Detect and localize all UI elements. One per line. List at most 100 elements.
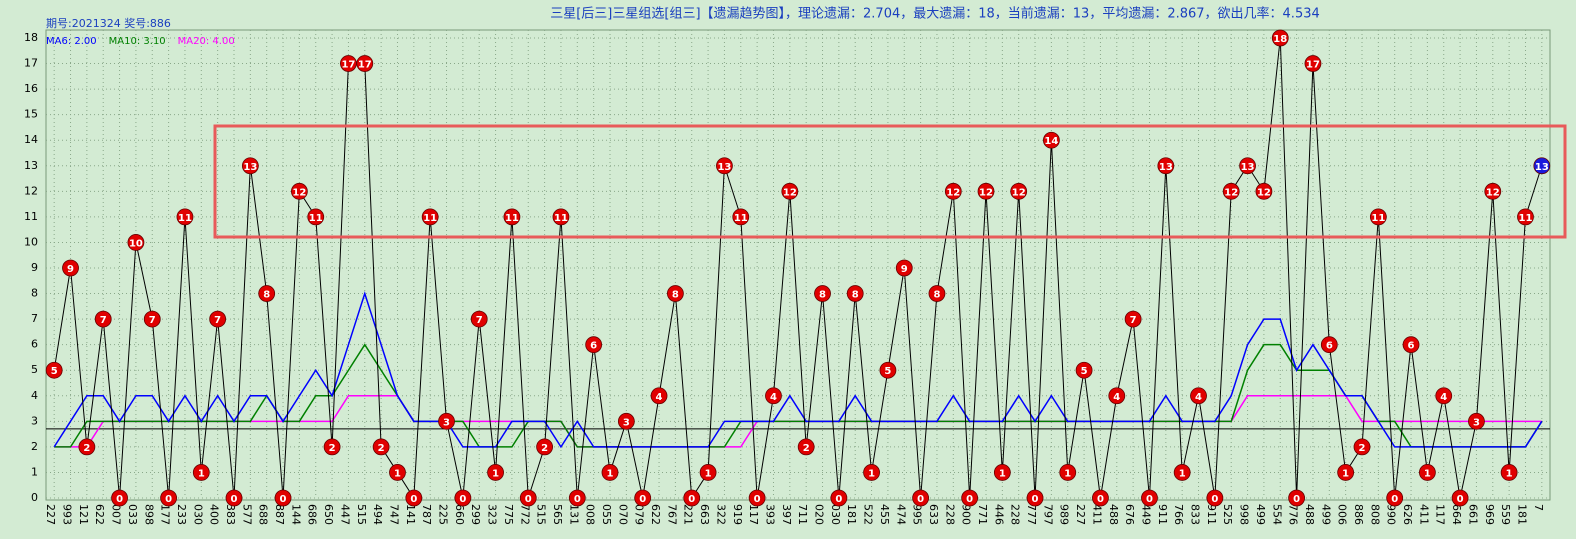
x-tick-label: 777 xyxy=(1025,504,1038,525)
marker xyxy=(1239,157,1256,175)
data-label: 0 xyxy=(1457,494,1464,505)
marker xyxy=(1173,464,1191,481)
marker xyxy=(863,464,880,481)
x-tick-label: 233 xyxy=(175,504,188,525)
data-label: 1 xyxy=(999,468,1006,479)
y-tick-label: 14 xyxy=(24,133,38,146)
marker xyxy=(666,285,684,302)
x-tick-label: 488 xyxy=(1107,504,1120,525)
data-label: 0 xyxy=(1293,494,1300,505)
marker xyxy=(470,310,488,328)
x-tick-label: 554 xyxy=(1270,504,1283,525)
x-tick-label: 515 xyxy=(355,504,368,525)
x-tick-label: 525 xyxy=(1221,504,1234,525)
data-label: 11 xyxy=(1519,213,1533,224)
marker xyxy=(781,182,799,200)
x-tick-label: 227 xyxy=(1074,504,1087,525)
x-tick-label: 474 xyxy=(894,504,907,525)
x-tick-label: 711 xyxy=(796,504,809,525)
data-label: 6 xyxy=(1408,341,1415,352)
x-tick-label: 494 xyxy=(371,504,384,525)
x-tick-label: 299 xyxy=(469,504,482,525)
data-label: 1 xyxy=(394,468,401,479)
marker xyxy=(1010,182,1028,200)
data-label: 9 xyxy=(67,264,74,275)
data-label: 5 xyxy=(51,366,58,377)
marker xyxy=(62,259,79,277)
marker xyxy=(846,285,864,302)
data-label: 0 xyxy=(639,494,646,505)
marker xyxy=(1026,489,1044,507)
data-label: 4 xyxy=(1113,392,1120,403)
marker xyxy=(617,412,635,430)
marker xyxy=(372,438,390,456)
data-label: 11 xyxy=(734,213,748,224)
x-tick-label: 117 xyxy=(747,504,760,525)
marker xyxy=(1304,55,1322,72)
marker xyxy=(1124,310,1142,328)
data-label: 17 xyxy=(341,60,355,71)
x-tick-label: 449 xyxy=(1139,504,1152,525)
data-label: 2 xyxy=(378,443,385,454)
data-label: 0 xyxy=(1032,494,1039,505)
marker xyxy=(1369,208,1387,226)
data-label: 1 xyxy=(1179,468,1186,479)
marker xyxy=(765,387,782,405)
data-label: 1 xyxy=(492,468,499,479)
data-label: 13 xyxy=(717,162,731,173)
x-tick-label: 775 xyxy=(502,504,515,525)
data-label: 4 xyxy=(656,392,663,403)
x-tick-label: 228 xyxy=(943,504,956,525)
x-tick-label: 227 xyxy=(44,504,57,525)
plot-frame xyxy=(45,29,1551,501)
x-tick-label: 383 xyxy=(224,504,237,525)
x-tick-label: 007 xyxy=(110,504,123,525)
marker xyxy=(536,438,554,456)
data-label: 0 xyxy=(835,494,842,505)
x-tick-label: 446 xyxy=(992,504,1005,525)
x-tick-label: 515 xyxy=(535,504,548,525)
x-tick-label: 411 xyxy=(1090,504,1103,525)
y-tick-label: 1 xyxy=(31,465,38,478)
data-label: 7 xyxy=(100,315,107,326)
data-label: 10 xyxy=(129,238,143,249)
marker xyxy=(127,234,145,251)
marker xyxy=(111,489,128,507)
x-tick-label: 006 xyxy=(1336,504,1349,525)
marker xyxy=(487,464,504,481)
x-tick-label: 766 xyxy=(1172,504,1185,525)
data-label: 0 xyxy=(525,494,532,505)
x-tick-label: 565 xyxy=(551,504,564,525)
x-tick-label: 633 xyxy=(927,504,940,525)
data-label: 7 xyxy=(149,315,156,326)
y-tick-label: 5 xyxy=(31,363,38,376)
marker xyxy=(1157,157,1175,175)
y-tick-label: 6 xyxy=(31,338,38,351)
x-tick-label: 622 xyxy=(93,504,106,525)
marker xyxy=(830,489,848,507)
data-label: 17 xyxy=(1306,60,1320,71)
x-tick-label: 993 xyxy=(61,504,74,525)
marker xyxy=(1418,464,1436,481)
marker xyxy=(290,182,308,200)
data-label: 0 xyxy=(231,494,238,505)
marker xyxy=(928,285,946,302)
marker xyxy=(748,489,766,507)
marker xyxy=(1092,489,1109,507)
data-label: 0 xyxy=(1097,494,1104,505)
x-tick-label: 900 xyxy=(960,504,973,525)
data-label: 0 xyxy=(459,494,466,505)
marker xyxy=(1042,131,1060,149)
marker xyxy=(94,310,112,328)
data-label: 2 xyxy=(1359,443,1366,454)
y-tick-label: 17 xyxy=(24,57,38,70)
x-tick-label: 650 xyxy=(322,504,335,525)
y-tick-label: 13 xyxy=(24,159,38,172)
x-tick-label: 995 xyxy=(911,504,924,525)
marker xyxy=(274,489,292,507)
data-label: 13 xyxy=(1535,162,1549,173)
x-tick-label: 079 xyxy=(633,504,646,525)
marker xyxy=(1484,182,1502,200)
data-label: 11 xyxy=(554,213,568,224)
y-tick-label: 0 xyxy=(31,491,38,504)
